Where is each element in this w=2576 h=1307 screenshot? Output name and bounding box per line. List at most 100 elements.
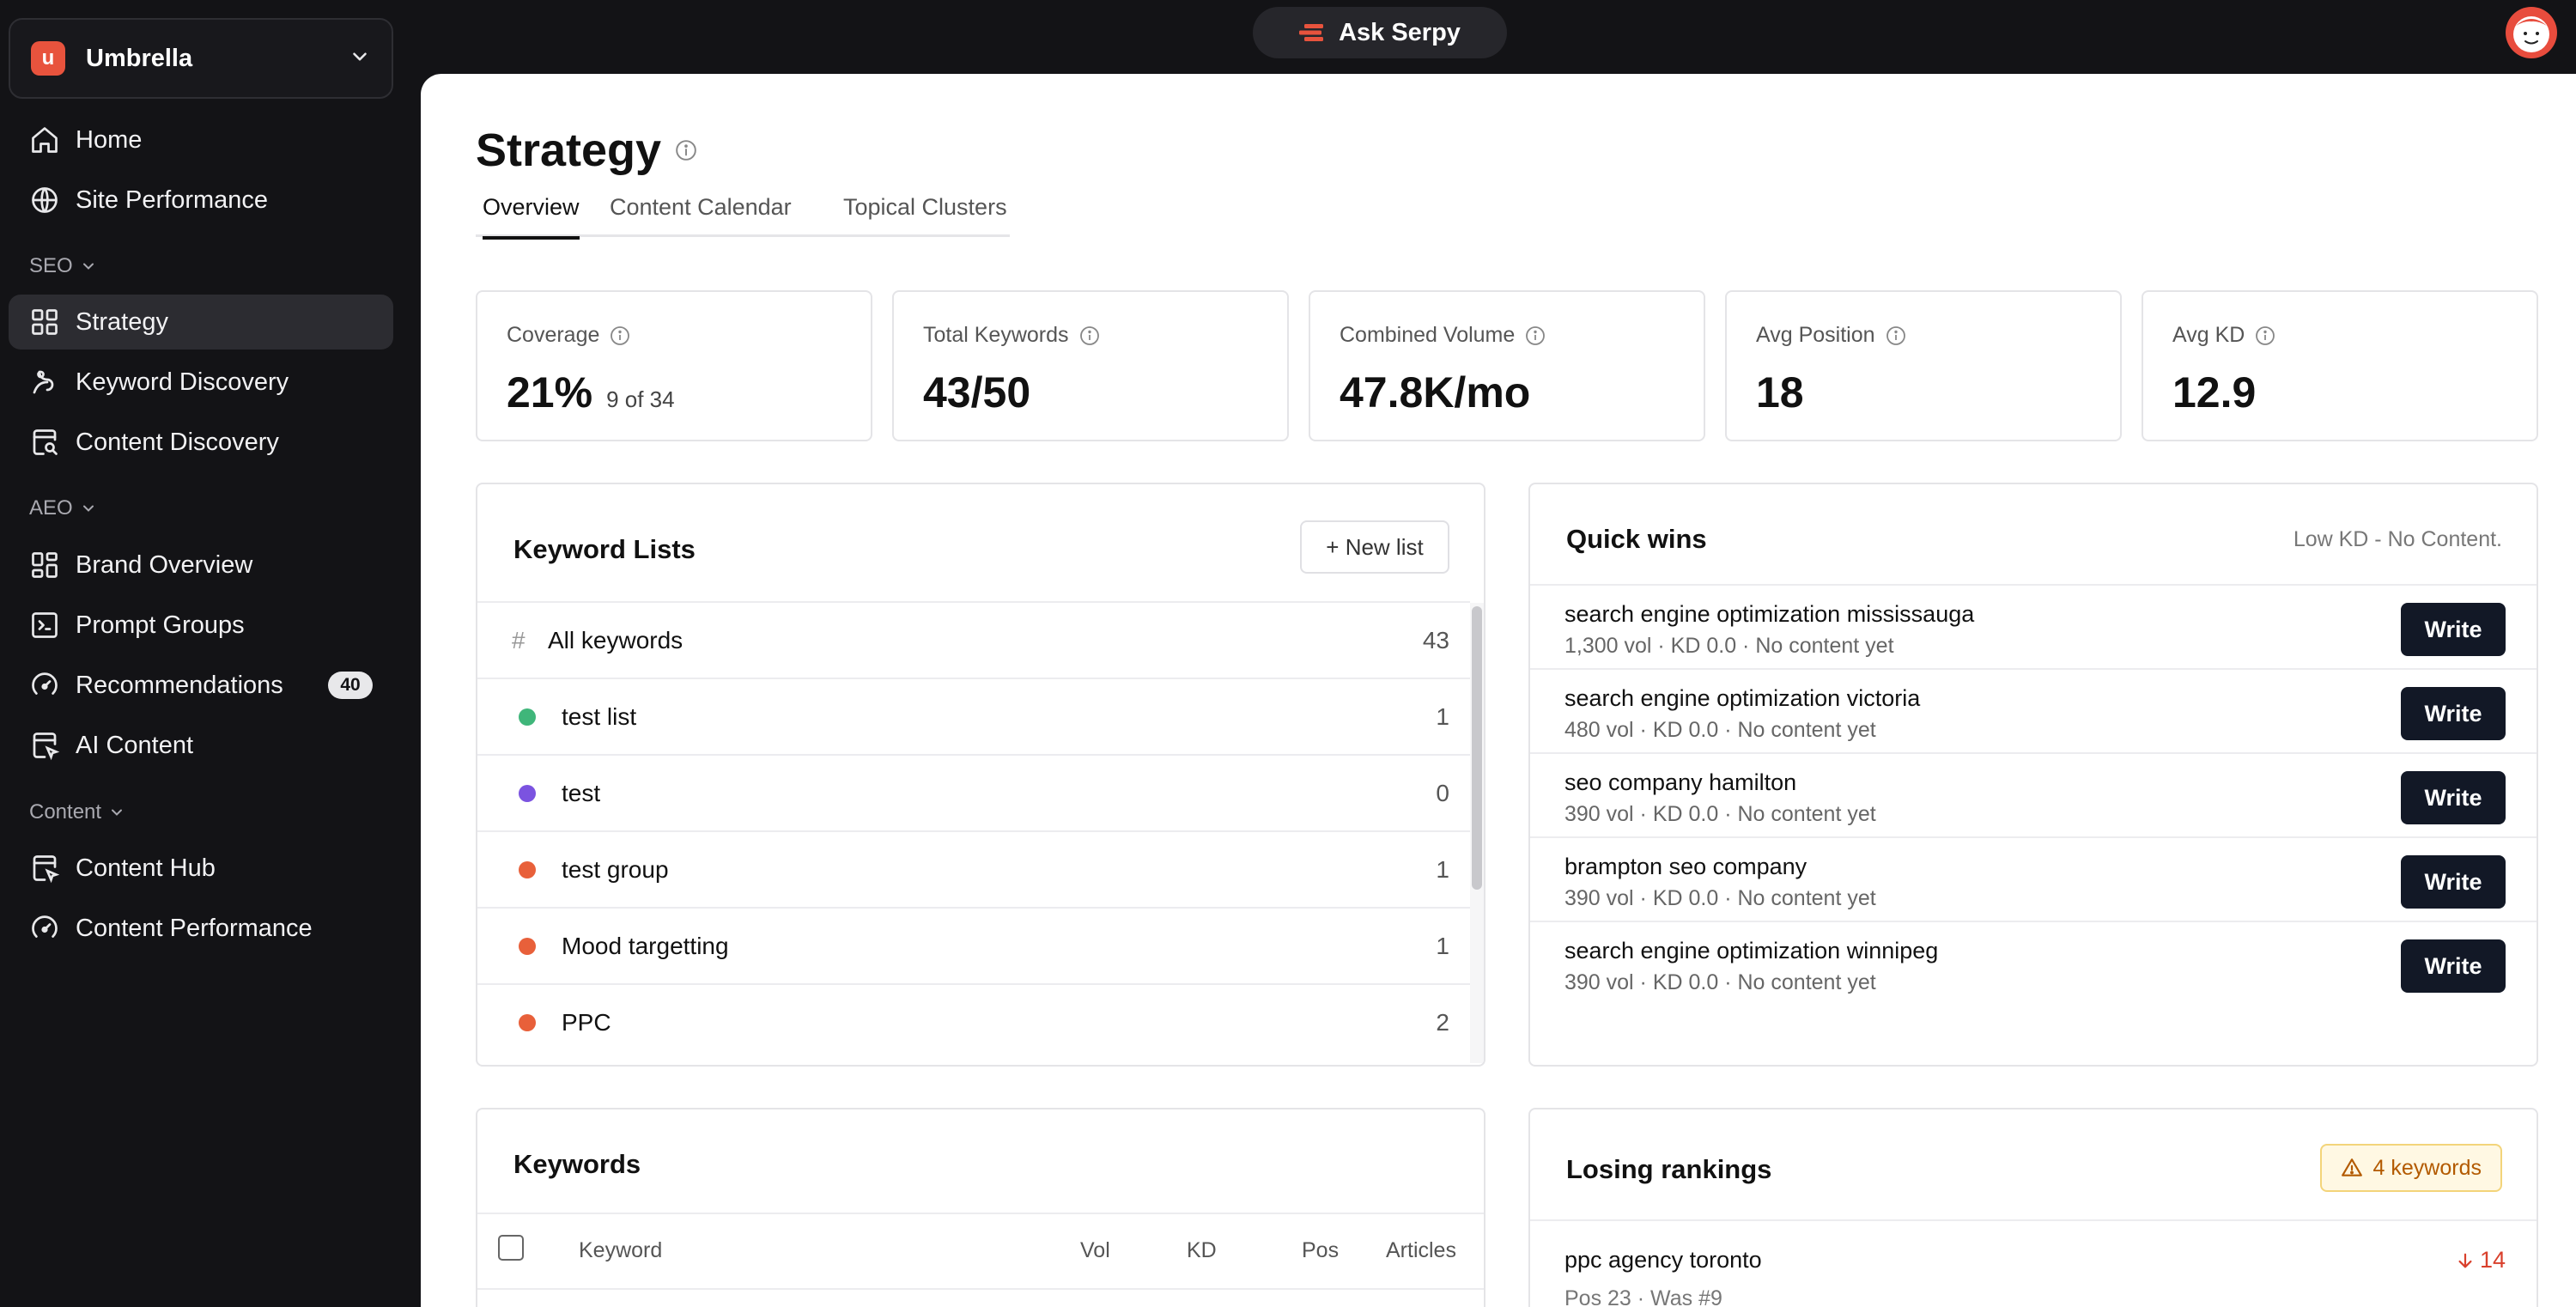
rank-drop: 14: [2456, 1247, 2506, 1274]
keywords-card: Keywords Keyword Vol KD Pos Articles: [476, 1108, 1485, 1307]
list-name: PPC: [562, 1008, 611, 1036]
info-icon[interactable]: [675, 139, 697, 161]
sidebar-item-content-performance[interactable]: Content Performance: [9, 901, 393, 956]
stat-label: Avg Position: [1756, 323, 1875, 347]
sidebar-item-prompt-groups[interactable]: Prompt Groups: [9, 598, 393, 653]
stat-label: Coverage: [507, 323, 600, 347]
section-toggle-aeo[interactable]: AEO: [29, 496, 97, 520]
sidebar-item-keyword-discovery[interactable]: Keyword Discovery: [9, 355, 393, 410]
write-button[interactable]: Write: [2401, 855, 2506, 909]
list-count: 43: [1422, 626, 1449, 654]
home-icon: [32, 127, 58, 153]
sidebar-item-home[interactable]: Home: [9, 112, 393, 167]
list-item[interactable]: PPC 2: [477, 983, 1470, 1060]
list-count: 2: [1436, 1008, 1449, 1036]
card-title: Keywords: [513, 1149, 641, 1179]
sidebar-item-ai-content[interactable]: AI Content: [9, 718, 393, 773]
select-all-checkbox[interactable]: [498, 1235, 524, 1261]
info-icon[interactable]: [1886, 325, 1906, 346]
stat-sub: 9 of 34: [606, 386, 675, 412]
user-avatar[interactable]: [2506, 7, 2557, 58]
stat-value: 21%: [507, 368, 593, 416]
globe-icon: [32, 187, 58, 213]
quick-win-meta: 390 vol · KD 0.0 · No content yet: [1564, 802, 1876, 826]
stat-card-combined-volume: Combined Volume 47.8K/mo: [1309, 290, 1705, 441]
stat-card-avg-kd: Avg KD 12.9: [2142, 290, 2538, 441]
list-color-dot: [519, 1013, 536, 1031]
write-button[interactable]: Write: [2401, 603, 2506, 656]
sidebar-item-label: AI Content: [76, 731, 194, 759]
top-bar: Ask Serpy: [421, 0, 2576, 74]
tab-content-calendar[interactable]: Content Calendar: [610, 194, 792, 220]
sidebar-item-label: Content Hub: [76, 854, 216, 882]
write-button[interactable]: Write: [2401, 687, 2506, 740]
sidebar-item-label: Keyword Discovery: [76, 368, 289, 396]
list-color-dot: [519, 937, 536, 955]
content-discovery-icon: [33, 429, 58, 455]
list-item: brampton seo company 390 vol · KD 0.0 · …: [1530, 836, 2537, 921]
info-icon[interactable]: [1525, 325, 1546, 346]
sidebar-item-label: Home: [76, 125, 143, 154]
stat-label: Combined Volume: [1340, 323, 1516, 347]
arrow-down-icon: [2458, 1253, 2472, 1267]
sidebar-item-content-discovery[interactable]: Content Discovery: [9, 415, 393, 470]
column-header-kd[interactable]: KD: [1187, 1238, 1217, 1262]
column-header-articles[interactable]: Articles: [1386, 1238, 1456, 1262]
tab-overview[interactable]: Overview: [483, 194, 580, 240]
workspace-switcher[interactable]: u Umbrella: [9, 18, 393, 99]
section-toggle-content[interactable]: Content: [29, 800, 125, 824]
workspace-logo: u: [31, 41, 65, 76]
quick-win-meta: 480 vol · KD 0.0 · No content yet: [1564, 718, 1876, 742]
column-header-vol[interactable]: Vol: [1080, 1238, 1110, 1262]
sidebar-item-recommendations[interactable]: Recommendations 40: [9, 658, 393, 713]
losing-keyword-meta: Pos 23 · Was #9: [1564, 1286, 1722, 1307]
quick-win-keyword: brampton seo company: [1564, 854, 1807, 879]
quick-win-keyword: search engine optimization victoria: [1564, 685, 1921, 711]
list-item[interactable]: test list 1: [477, 678, 1470, 754]
quick-win-keyword: search engine optimization winnipeg: [1564, 938, 1939, 964]
keyword-lists-card: Keyword Lists + New list # All keywords …: [476, 483, 1485, 1067]
content-icon: [33, 733, 60, 761]
avatar-face-icon: [2513, 16, 2549, 52]
page-tabs: Overview Content Calendar Topical Cluste…: [476, 194, 1010, 240]
write-button[interactable]: Write: [2401, 771, 2506, 824]
list-item: search engine optimization mississauga 1…: [1530, 584, 2537, 668]
list-color-dot: [519, 784, 536, 802]
stat-value: 12.9: [2172, 368, 2257, 416]
quick-win-keyword: search engine optimization mississauga: [1564, 601, 1975, 627]
column-header-keyword[interactable]: Keyword: [579, 1238, 663, 1262]
sidebar-item-strategy[interactable]: Strategy: [9, 295, 393, 350]
chevron-down-icon: [82, 505, 94, 512]
info-icon[interactable]: [1079, 325, 1100, 346]
section-toggle-seo[interactable]: SEO: [29, 254, 97, 278]
column-header-pos[interactable]: Pos: [1302, 1238, 1340, 1262]
list-count: 1: [1436, 932, 1449, 959]
list-count: 1: [1436, 702, 1449, 730]
tab-topical-clusters[interactable]: Topical Clusters: [843, 194, 1007, 220]
list-item[interactable]: Mood targetting 1: [477, 907, 1470, 983]
ask-serpy-button[interactable]: Ask Serpy: [1253, 7, 1507, 58]
list-item-all-keywords[interactable]: # All keywords 43: [477, 601, 1470, 678]
info-icon[interactable]: [2255, 325, 2275, 346]
list-name: test list: [562, 702, 637, 730]
serpy-logo-icon: [1299, 24, 1324, 41]
write-button[interactable]: Write: [2401, 939, 2506, 993]
sidebar-item-brand-overview[interactable]: Brand Overview: [9, 538, 393, 593]
list-item[interactable]: test 0: [477, 754, 1470, 830]
list-name: All keywords: [548, 626, 683, 654]
info-icon[interactable]: [610, 325, 630, 346]
ask-serpy-label: Ask Serpy: [1339, 18, 1461, 46]
list-item[interactable]: test group 1: [477, 830, 1470, 907]
card-title: Losing rankings: [1566, 1154, 1772, 1184]
list-scrollbar-thumb[interactable]: [1472, 606, 1482, 890]
rank-drop-value: 14: [2479, 1247, 2506, 1273]
recommendations-count-badge: 40: [328, 672, 373, 699]
new-list-button[interactable]: + New list: [1300, 520, 1449, 574]
card-title: Keyword Lists: [513, 534, 696, 564]
list-color-dot: [519, 708, 536, 726]
sidebar-item-label: Content Discovery: [76, 428, 279, 456]
list-item[interactable]: ppc agency toronto Pos 23 · Was #9 14: [1530, 1219, 2537, 1307]
sidebar-item-content-hub[interactable]: Content Hub: [9, 841, 393, 896]
sidebar-item-site-performance[interactable]: Site Performance: [9, 173, 393, 228]
section-label: AEO: [29, 496, 73, 520]
